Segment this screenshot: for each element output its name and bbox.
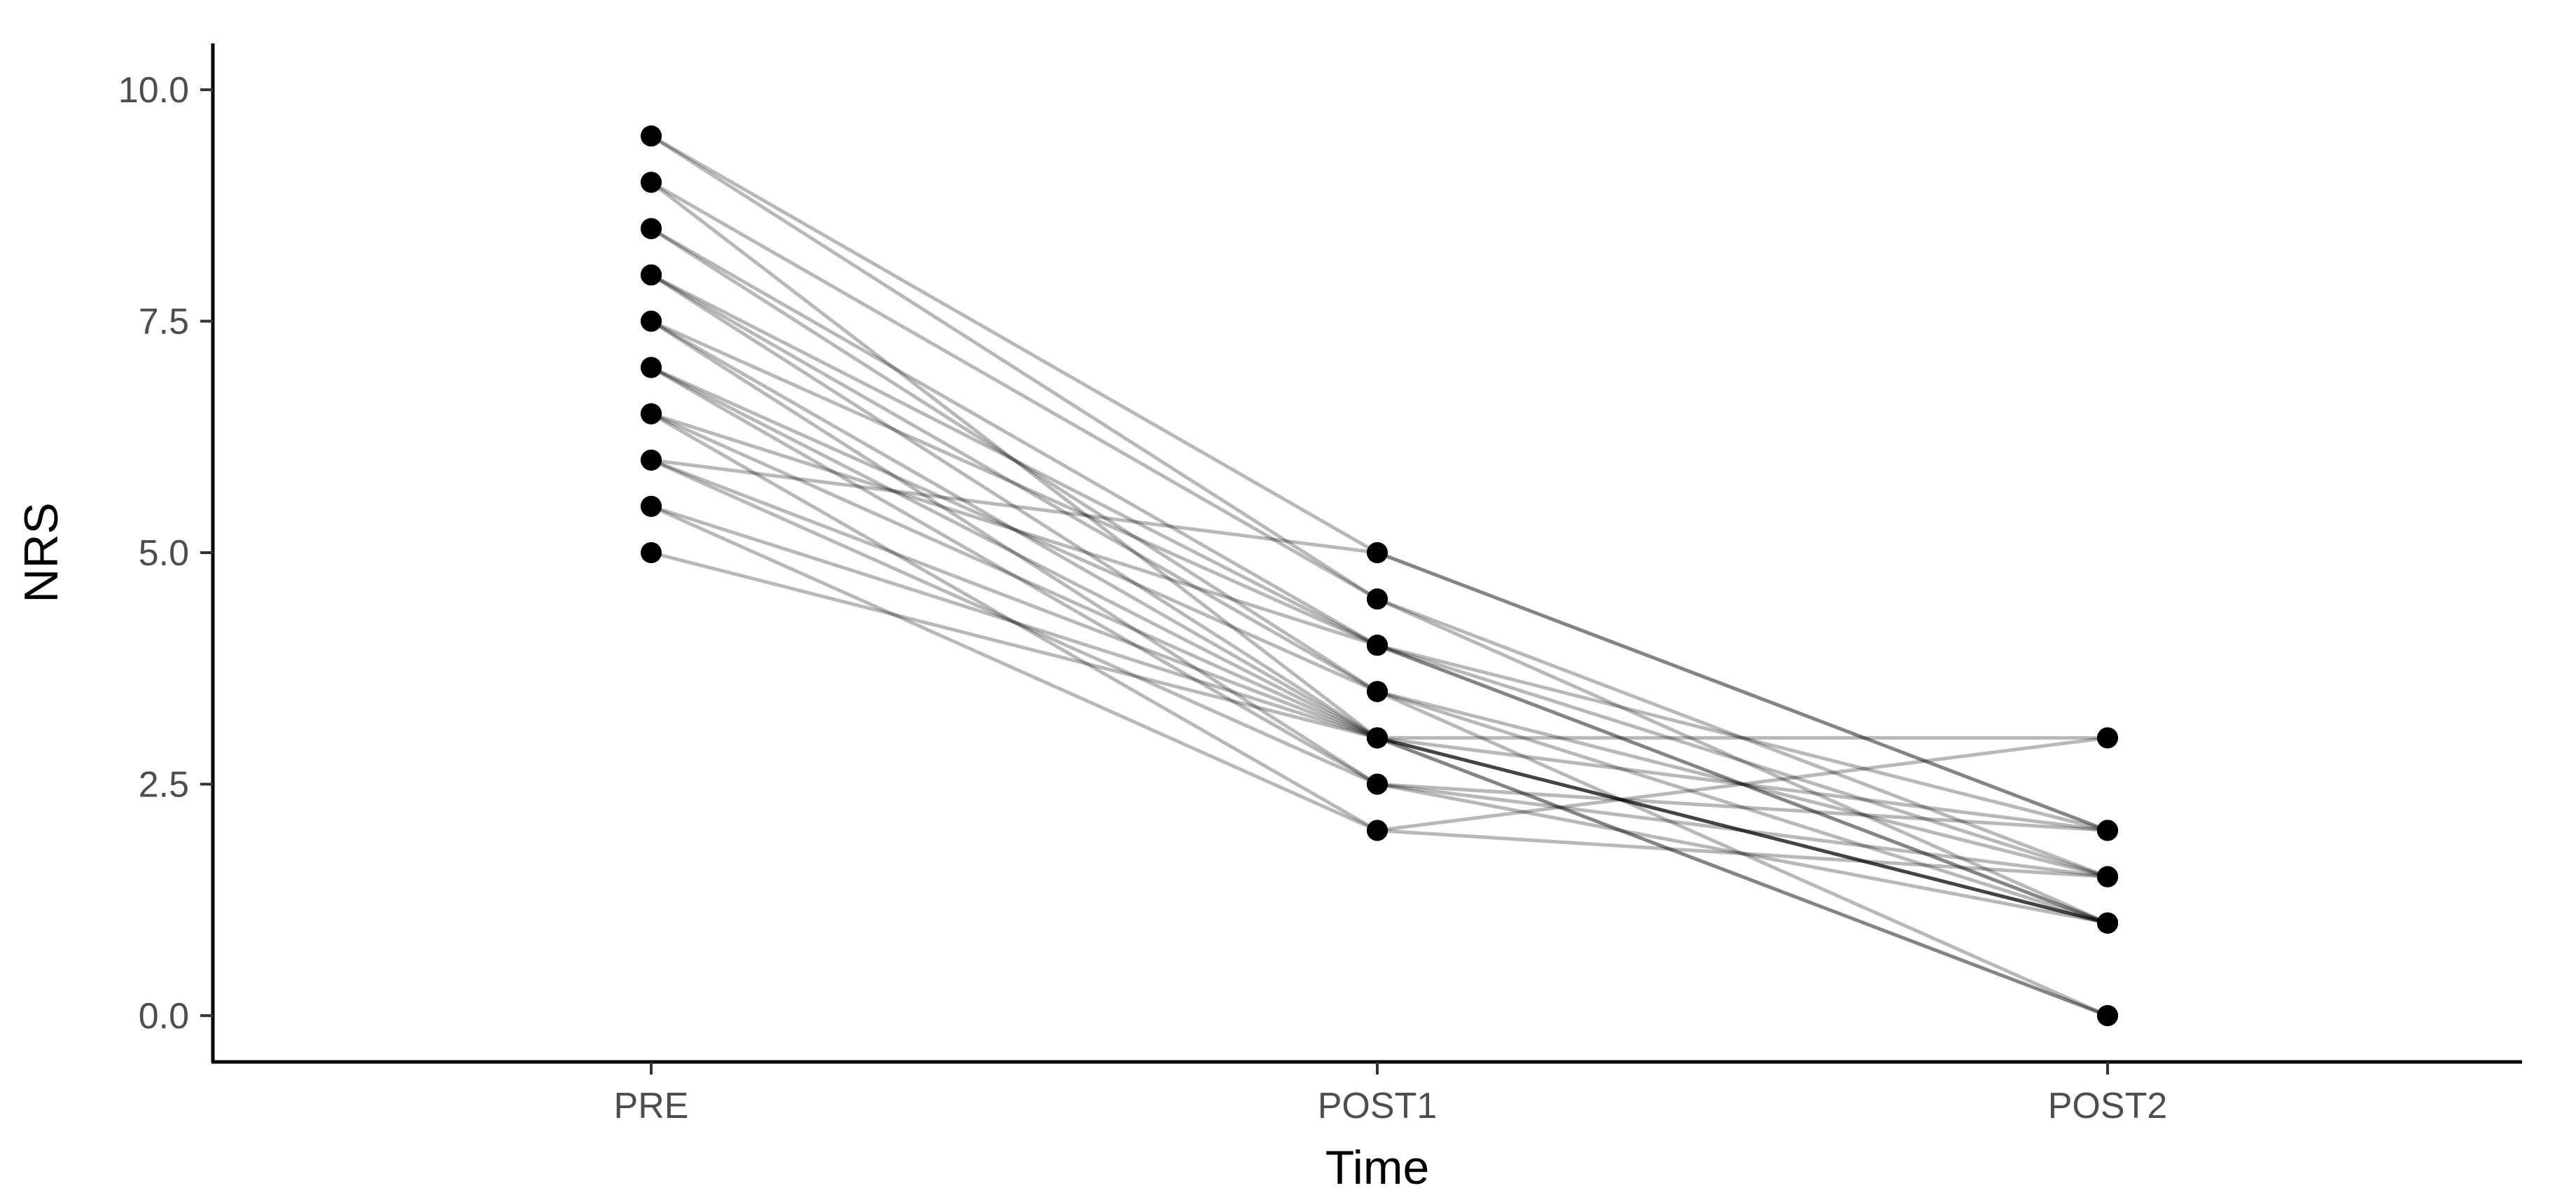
- y-tick-label: 7.5: [139, 302, 189, 343]
- subject-line-24: [650, 227, 2109, 1018]
- data-point-24-pre: [641, 218, 662, 240]
- data-point-10-pre: [641, 310, 662, 332]
- x-axis-title: Time: [1325, 1141, 1430, 1194]
- data-points: [641, 125, 2118, 1026]
- data-point-13-pre: [641, 357, 662, 378]
- y-tick-label: 0.0: [139, 996, 189, 1037]
- data-point-14-post1: [1367, 635, 1388, 656]
- data-point-17-post1: [1367, 542, 1388, 563]
- data-point-24-post1: [1367, 681, 1388, 703]
- subject-line-12: [650, 366, 2108, 879]
- y-tick-label: 5.0: [139, 533, 189, 574]
- data-point-22-post2: [2097, 912, 2118, 934]
- data-point-22-post1: [1367, 727, 1388, 749]
- data-point-19-post2: [2097, 820, 2118, 841]
- x-tick-label: POST2: [2048, 1086, 2168, 1126]
- subject-line-15: [650, 412, 2108, 1018]
- y-tick-label: 10.0: [118, 70, 189, 111]
- subject-line-16: [650, 412, 2108, 833]
- x-tick-label: PRE: [614, 1086, 689, 1126]
- data-point-22-pre: [641, 542, 662, 563]
- y-axis-ticks: 0.0 2.5 5.0 7.5 10.0: [118, 70, 213, 1037]
- data-point-16-pre: [641, 403, 662, 424]
- data-point-24-post2: [2097, 1004, 2118, 1026]
- y-axis-title: NRS: [15, 502, 68, 603]
- data-point-19-pre: [641, 449, 662, 471]
- data-point-21-post1: [1367, 820, 1388, 841]
- x-tick-label: POST1: [1318, 1086, 1437, 1126]
- data-point-23-pre: [641, 125, 662, 147]
- data-point-3-pre: [641, 172, 662, 193]
- y-tick-label: 2.5: [139, 764, 189, 805]
- x-axis-ticks: PRE POST1 POST2: [614, 1062, 2168, 1126]
- data-point-21-pre: [641, 495, 662, 517]
- data-point-7-pre: [641, 264, 662, 286]
- data-point-20-post2: [2097, 727, 2118, 749]
- data-point-23-post2: [2097, 866, 2118, 887]
- data-point-19-post1: [1367, 773, 1388, 795]
- data-point-23-post1: [1367, 588, 1388, 610]
- paired-lines: [650, 134, 2109, 1018]
